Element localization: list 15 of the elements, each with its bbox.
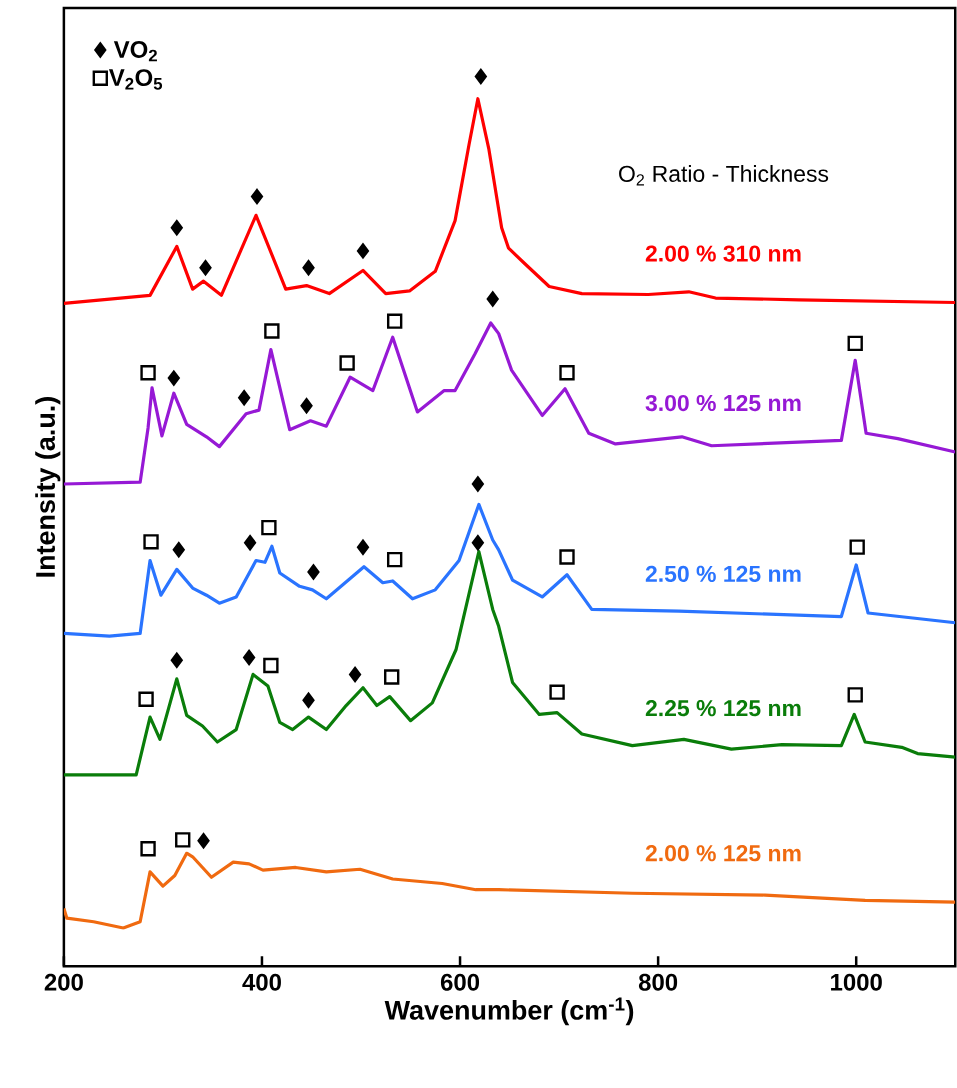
x-tick-label: 800 — [638, 973, 677, 991]
x-tick-label: 200 — [44, 973, 83, 991]
series-label: 2.00 % 310 nm — [645, 245, 801, 262]
x-tick-label: 600 — [440, 973, 479, 991]
series-label: 2.00 % 125 nm — [645, 845, 801, 862]
x-tick-label: 1000 — [830, 973, 882, 991]
x-axis-title: Wavenumber (cm$^{-1}$) — [384, 997, 634, 1026]
annotation: O$_{2}$ Ratio - Thickness — [618, 165, 829, 186]
series-label: 2.50 % 125 nm — [645, 565, 801, 582]
legend-label: VO$_{2}$ — [113, 40, 157, 62]
x-tick-label: 400 — [242, 973, 281, 991]
y-axis-title: Intensity (a.u.) — [35, 397, 61, 577]
legend-label: V$_{2}$O$_{5}$ — [108, 69, 162, 90]
series-label: 3.00 % 125 nm — [645, 394, 801, 412]
series-label: 2.25 % 125 nm — [645, 700, 801, 717]
